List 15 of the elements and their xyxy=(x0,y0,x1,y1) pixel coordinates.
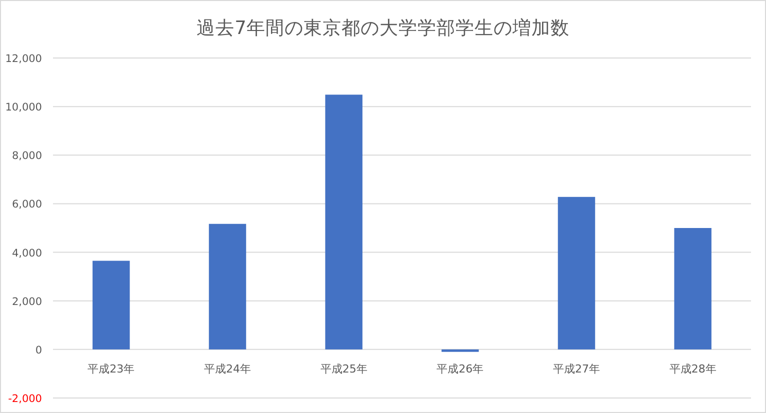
y-tick-label: 12,000 xyxy=(5,53,42,65)
x-tick-label: 平成27年 xyxy=(553,362,600,376)
x-tick-label: 平成24年 xyxy=(204,362,251,376)
x-tick-label: 平成23年 xyxy=(88,362,135,376)
y-tick-label: 10,000 xyxy=(5,102,42,114)
y-tick-label: 0 xyxy=(35,344,42,356)
x-tick-label: 平成25年 xyxy=(320,362,368,376)
y-tick-label: 4,000 xyxy=(12,247,42,260)
chart-title: 過去7年間の東京都の大学学部学生の増加数 xyxy=(196,17,570,39)
x-tick-label: 平成28年 xyxy=(669,362,716,376)
y-tick-label: 2,000 xyxy=(12,296,42,308)
y-tick-label: -2,000 xyxy=(8,393,42,405)
x-tick-label: 平成26年 xyxy=(436,362,484,376)
y-tick-label: 6,000 xyxy=(12,198,42,211)
y-tick-label: 8,000 xyxy=(12,150,42,162)
